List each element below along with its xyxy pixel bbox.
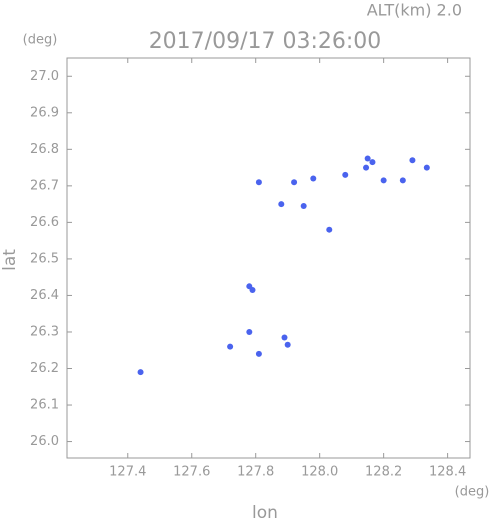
y-tick-label: 26.2 [30,361,59,376]
x-label: lon [252,503,278,521]
echo-point [278,201,285,208]
echo-point [249,286,256,293]
y-tick-label: 26.4 [30,288,59,303]
echo-point [227,343,234,350]
x-tick-label: 127.6 [173,465,210,480]
echo-point [423,164,430,171]
x-tick-label: 128.2 [365,465,402,480]
echo-point [409,157,416,164]
echo-point [284,341,291,348]
echo-point [255,350,262,357]
echo-point [326,226,333,233]
y-tick-label: 26.6 [30,215,59,230]
y-tick-label: 26.0 [30,434,59,449]
x-tick-label: 127.4 [109,465,146,480]
echo-point [342,171,349,178]
echo-point [255,179,262,186]
echo-point [369,159,376,166]
y-tick-label: 26.7 [30,178,59,193]
echo-point [300,202,307,209]
plot-frame [66,57,471,459]
x-tick-label: 128.4 [429,465,466,480]
y-tick-label: 27.0 [30,69,59,84]
y-tick-label: 26.1 [30,398,59,413]
y-unit: (deg) [23,33,58,48]
y-tick-label: 26.8 [30,142,59,157]
echo-point [380,177,387,184]
echo-point [399,177,406,184]
subtitle: ALT(km) 2.0 [367,1,462,20]
y-tick-label: 26.5 [30,251,59,266]
chart-title: 2017/09/17 03:26:00 [149,29,382,54]
echo-point [246,328,253,335]
x-tick-label: 127.8 [237,465,274,480]
echo-point [310,175,317,182]
y-label: lat [0,249,20,271]
y-tick-label: 26.3 [30,324,59,339]
echo-point [137,369,144,376]
echo-point [281,334,288,341]
echo-point [364,155,371,162]
y-tick-label: 26.9 [30,105,59,120]
echo-point [363,164,370,171]
x-tick-label: 128.0 [301,465,338,480]
x-unit: (deg) [455,485,490,500]
echo-point [291,179,298,186]
